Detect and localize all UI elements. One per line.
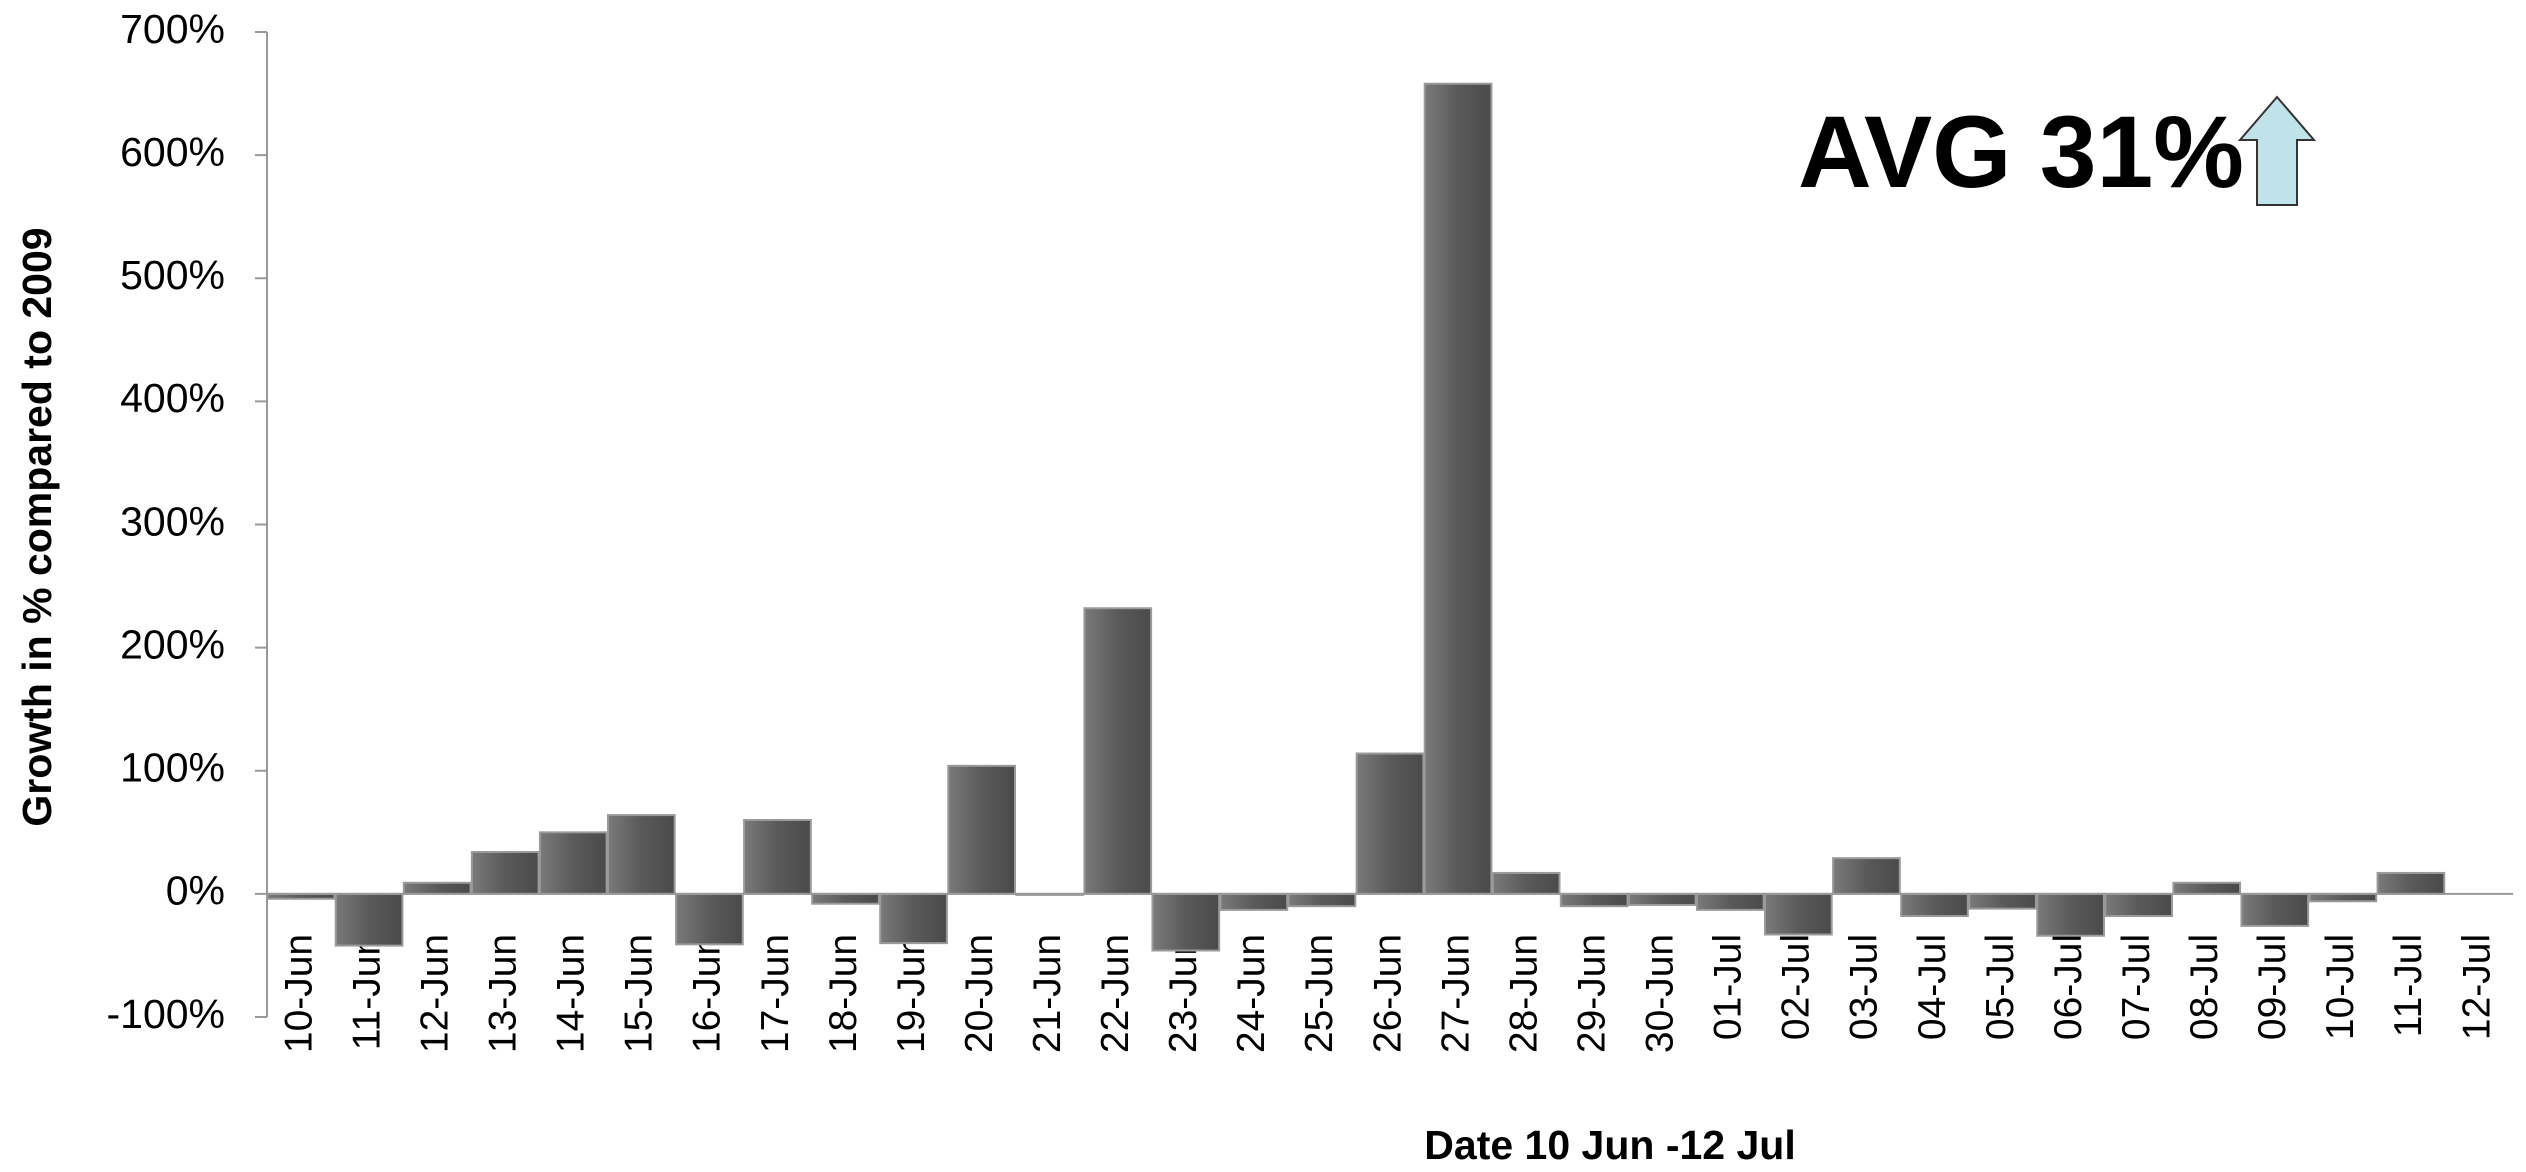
- bar: [1559, 892, 1629, 908]
- x-tick-label: 24-Jun: [1230, 934, 1273, 1053]
- x-tick-label: 11-Jun: [345, 934, 388, 1050]
- y-tick-label: 400%: [120, 375, 225, 421]
- bar: [1151, 892, 1221, 952]
- bar: [1832, 857, 1901, 895]
- bar: [2376, 871, 2446, 895]
- x-tick-label: 28-Jun: [1502, 934, 1545, 1053]
- x-tick-label: 13-Jun: [482, 934, 525, 1053]
- bar: [743, 819, 812, 895]
- x-tick-label: 15-Jun: [618, 934, 661, 1053]
- x-tick-label: 18-Jun: [822, 934, 865, 1053]
- bar: [1423, 82, 1493, 895]
- up-arrow: [2237, 95, 2317, 206]
- bar: [606, 814, 676, 895]
- bar: [2036, 892, 2105, 937]
- x-tick-label: 10-Jul: [2319, 934, 2362, 1040]
- x-tick-label: 25-Jun: [1298, 934, 1341, 1053]
- y-tick-label: 300%: [120, 498, 225, 544]
- bar: [811, 892, 880, 905]
- bar: [1695, 892, 1765, 911]
- x-tick-label: 21-Jun: [1026, 934, 1069, 1053]
- bar: [879, 892, 948, 945]
- bar: [470, 851, 540, 895]
- x-tick-label: 29-Jun: [1570, 934, 1613, 1053]
- x-tick-label: 27-Jun: [1434, 934, 1477, 1053]
- bar: [334, 892, 404, 947]
- x-tick-label: 26-Jun: [1366, 934, 1409, 1053]
- x-tick-label: 02-Jul: [1775, 934, 1818, 1040]
- x-tick-label: 22-Jun: [1094, 934, 1137, 1053]
- x-tick-label: 05-Jul: [1979, 934, 2022, 1040]
- bar: [1900, 892, 1969, 918]
- bar: [1355, 752, 1425, 895]
- x-tick-label: 09-Jul: [2251, 934, 2294, 1040]
- x-tick-label: 01-Jul: [1707, 934, 1750, 1040]
- y-tick-label: 0%: [166, 868, 225, 914]
- x-tick-label: 16-Jun: [686, 934, 729, 1053]
- bar: [675, 892, 744, 946]
- bar: [2104, 892, 2174, 918]
- bar: [1627, 892, 1697, 906]
- bar: [1491, 871, 1561, 895]
- bar: [1287, 892, 1357, 908]
- bar: [1968, 892, 2037, 910]
- y-tick-label: -100%: [106, 991, 225, 1037]
- x-tick-label: 14-Jun: [550, 934, 593, 1053]
- bar: [2308, 892, 2378, 903]
- annotation: AVG 31%: [1798, 95, 2244, 209]
- x-tick-label: 23-Jun: [1162, 934, 1205, 1053]
- bar: [1764, 892, 1833, 936]
- x-tick-label: 04-Jul: [1911, 934, 1954, 1040]
- bar: [2240, 892, 2310, 927]
- x-tick-label: 07-Jul: [2115, 934, 2158, 1040]
- x-tick-label: 11-Jul: [2387, 934, 2430, 1037]
- x-tick-label: 08-Jul: [2183, 934, 2226, 1040]
- y-axis-label: Growth in % compared to 2009: [14, 227, 60, 826]
- x-tick-label: 17-Jun: [754, 934, 797, 1053]
- x-tick-label: 06-Jul: [2047, 934, 2090, 1040]
- y-tick-label: 500%: [120, 252, 225, 298]
- bar: [402, 881, 472, 895]
- bar: [947, 764, 1016, 895]
- x-tick-label: 12-Jun: [413, 934, 456, 1053]
- bar: [538, 831, 608, 895]
- x-tick-label: 30-Jun: [1639, 934, 1682, 1053]
- y-tick-label: 200%: [120, 621, 225, 667]
- bar: [1083, 607, 1153, 895]
- y-tick-label: 700%: [120, 6, 225, 52]
- y-tick-label: 600%: [120, 129, 225, 175]
- bar: [1219, 892, 1289, 911]
- x-tick-label: 20-Jun: [958, 934, 1001, 1053]
- x-tick-label: 19-Jun: [890, 934, 933, 1053]
- x-tick-label: 12-Jul: [2455, 934, 2498, 1040]
- x-axis-label: Date 10 Jun -12 Jul: [1424, 1122, 1795, 1167]
- bar: [2172, 881, 2242, 895]
- y-tick-label: 100%: [120, 745, 225, 791]
- x-tick-label: 10-Jun: [277, 934, 320, 1053]
- x-tick-label: 03-Jul: [1843, 934, 1886, 1040]
